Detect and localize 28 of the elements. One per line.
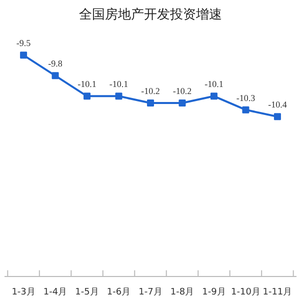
x-tick-label: 1-10月: [231, 288, 260, 298]
x-tick-label: 1-9月: [202, 288, 226, 298]
x-tick-label: 1-3月: [12, 288, 36, 298]
point: [147, 99, 154, 106]
data-label: -10.4: [268, 100, 288, 110]
point: [178, 99, 186, 106]
chart-title: 全国房地产开发投资增速: [79, 6, 222, 22]
x-tick-label: 1-5月: [75, 288, 99, 298]
x-tick-label: 1-8月: [170, 288, 194, 298]
point: [52, 72, 59, 80]
point: [210, 92, 218, 100]
data-label: -10.1: [109, 79, 128, 90]
point: [115, 92, 122, 100]
data-label: -9.5: [16, 38, 32, 48]
point: [242, 106, 250, 114]
data-label: -10.3: [236, 92, 256, 103]
x-tick-label: 1-4月: [43, 288, 68, 298]
point: [84, 92, 91, 100]
data-label: -10.1: [204, 79, 224, 90]
point: [274, 113, 281, 120]
data-label: -9.8: [48, 58, 63, 69]
data-label: -10.2: [141, 86, 160, 96]
data-label: -10.2: [172, 86, 192, 96]
x-tick-label: 1-7月: [138, 288, 162, 298]
x-tick-label: 1-6月: [106, 288, 131, 298]
data-label: -10.1: [78, 79, 96, 90]
x-tick-label: 1-11月: [262, 288, 292, 298]
point: [20, 52, 28, 59]
